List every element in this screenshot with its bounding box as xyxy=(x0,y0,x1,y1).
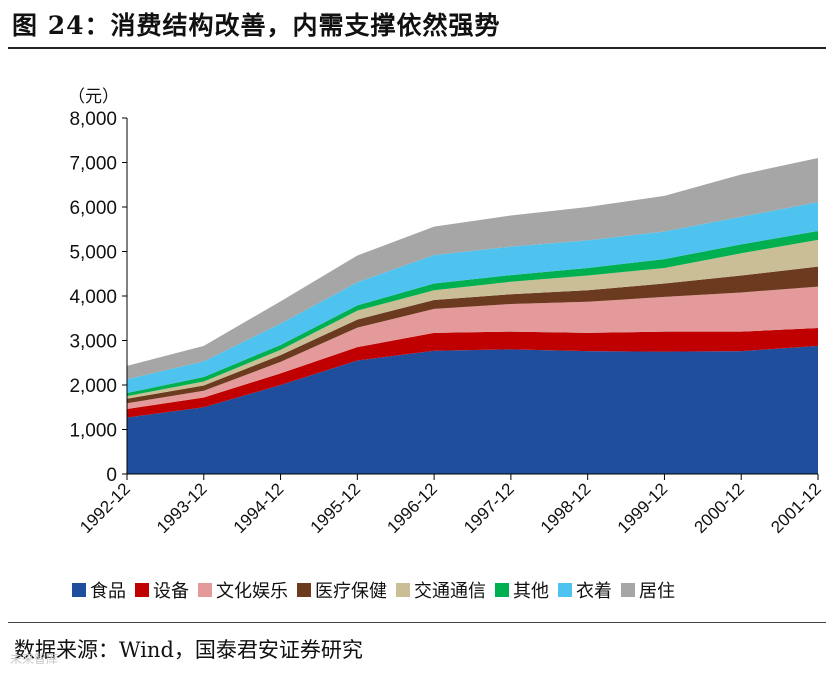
title-divider xyxy=(8,47,826,49)
area-series-4 xyxy=(127,266,818,404)
legend-item: 交通通信 xyxy=(396,577,486,603)
stacked-area-chart: 0 1,000 2,000 3,000 4,000 5,000 6,000 7,000 8,00… xyxy=(68,87,825,537)
area-series-5 xyxy=(127,239,818,399)
y-tick-label: 2,000 xyxy=(69,376,117,397)
legend-item: 文化娱乐 xyxy=(198,577,288,603)
x-tick-label: 1995-12 xyxy=(307,479,365,537)
x-tick-label: 1996-12 xyxy=(383,479,441,537)
area-series-2 xyxy=(127,328,818,418)
legend-swatch xyxy=(621,583,635,597)
area-series-group xyxy=(127,158,818,474)
legend-swatch xyxy=(198,583,212,597)
chart-title: 图 24：消费结构改善，内需支撑依然强势 xyxy=(12,11,501,40)
x-tick-label: 1994-12 xyxy=(230,479,288,537)
area-series-3 xyxy=(127,286,818,410)
area-series-6 xyxy=(127,231,818,397)
area-series-1 xyxy=(127,345,818,474)
legend-label: 其他 xyxy=(513,581,549,602)
legend-label: 衣着 xyxy=(576,581,612,602)
legend-item: 衣着 xyxy=(558,577,612,603)
x-tick-label: 1993-12 xyxy=(153,479,211,537)
y-axis-unit-label: （元） xyxy=(68,87,119,107)
y-tick-label: 6,000 xyxy=(69,198,117,219)
legend-label: 文化娱乐 xyxy=(216,581,288,602)
watermark-text: 未来智库 xyxy=(10,652,59,666)
legend-swatch xyxy=(297,583,311,597)
area-series-7 xyxy=(127,202,818,394)
source-divider xyxy=(8,622,826,623)
x-tick-label: 1992-12 xyxy=(76,479,134,537)
y-tick-label: 8,000 xyxy=(69,109,117,130)
y-tick-label: 1,000 xyxy=(69,421,117,442)
y-tick-label: 4,000 xyxy=(69,287,117,308)
legend-label: 交通通信 xyxy=(414,581,486,602)
legend-swatch xyxy=(495,583,509,597)
x-tick-label: 2001-12 xyxy=(767,479,825,537)
legend-item: 医疗保健 xyxy=(297,577,387,603)
legend-item: 食品 xyxy=(72,577,126,603)
legend-label: 医疗保健 xyxy=(315,581,387,602)
legend-item: 居住 xyxy=(621,577,675,603)
y-tick-label: 0 xyxy=(106,465,117,486)
y-tick-label: 5,000 xyxy=(69,243,117,264)
legend-label: 设备 xyxy=(153,581,189,602)
area-series-8 xyxy=(127,158,818,380)
legend-item: 设备 xyxy=(135,577,189,603)
source-note: 数据来源：Wind，国泰君安证券研究 xyxy=(14,638,363,662)
legend-label: 食品 xyxy=(90,581,126,602)
legend-swatch xyxy=(558,583,572,597)
legend-label: 居住 xyxy=(639,581,675,602)
x-tick-label: 2000-12 xyxy=(690,479,748,537)
y-tick-label: 7,000 xyxy=(69,154,117,175)
x-tick-label: 1998-12 xyxy=(537,479,595,537)
y-tick-label: 3,000 xyxy=(69,332,117,353)
chart-legend: 食品 设备 文化娱乐 医疗保健 交通通信 其他 衣着 居住 xyxy=(72,577,684,603)
legend-swatch xyxy=(72,583,86,597)
legend-swatch xyxy=(396,583,410,597)
legend-item: 其他 xyxy=(495,577,549,603)
x-tick-label: 1999-12 xyxy=(614,479,672,537)
legend-swatch xyxy=(135,583,149,597)
x-tick-label: 1997-12 xyxy=(460,479,518,537)
